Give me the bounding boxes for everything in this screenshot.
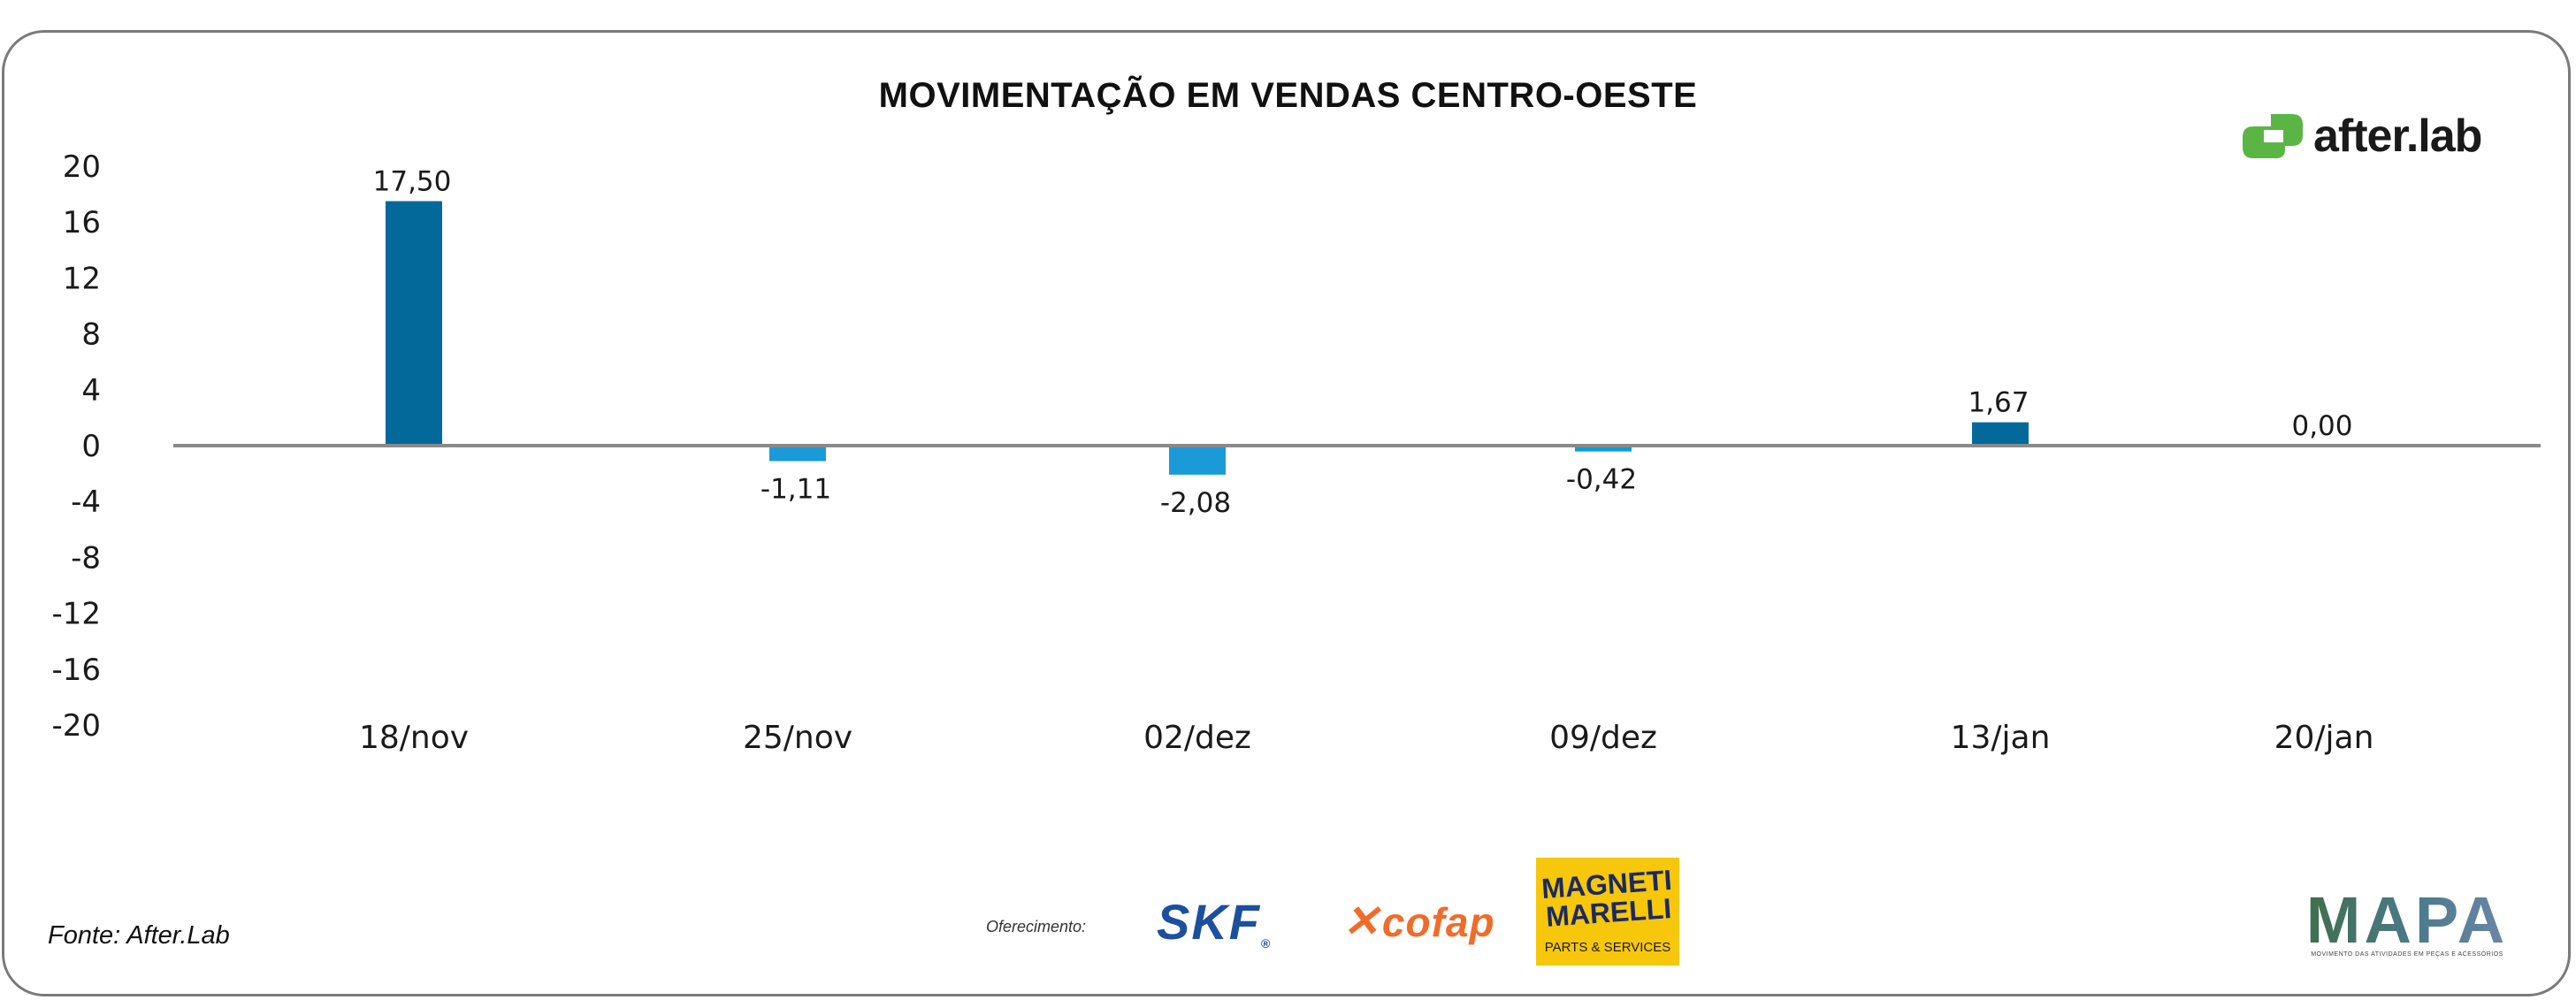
cofap-x-icon: ✕ — [1342, 897, 1380, 946]
magneti-marelli-logo-text: MAGNETI MARELLI — [1540, 863, 1673, 933]
data-label: -1,11 — [761, 474, 831, 506]
magneti-marelli-logo: MAGNETI MARELLI PARTS & SERVICES — [1536, 858, 1679, 966]
bar — [1575, 446, 1632, 452]
data-label: -0,42 — [1566, 464, 1637, 496]
y-tick-label: -4 — [71, 485, 101, 520]
x-tick-label: 18/nov — [359, 720, 469, 756]
skf-logo-text: SKF — [1157, 894, 1261, 950]
x-tick-label: 09/dez — [1549, 720, 1657, 756]
cofap-logo-text: cofap — [1381, 899, 1495, 945]
y-tick-label: -8 — [71, 540, 101, 576]
x-tick-label: 13/jan — [1951, 720, 2051, 756]
registered-icon: ® — [1261, 936, 1273, 950]
chart-frame — [2, 30, 2571, 996]
afterlab-logo-text: after.lab — [2313, 111, 2482, 162]
magneti-marelli-subtitle: PARTS & SERVICES — [1544, 940, 1671, 955]
y-tick-label: -16 — [51, 653, 101, 688]
sponsor-label: Oferecimento: — [986, 918, 1087, 935]
bar — [1972, 422, 2029, 446]
y-tick-label: 12 — [63, 261, 101, 296]
mapa-subtitle: MOVIMENTO DAS ATIVIDADES EM PEÇAS E ACES… — [2311, 951, 2503, 958]
chart-title: MOVIMENTAÇÃO EM VENDAS CENTRO-OESTE — [878, 76, 1698, 115]
skf-logo: SKF® — [1157, 893, 1272, 950]
x-tick-label: 20/jan — [2274, 720, 2374, 756]
y-tick-label: -12 — [51, 597, 101, 632]
x-tick-label: 25/nov — [743, 720, 852, 756]
bar — [769, 446, 826, 462]
afterlab-mark-icon — [2243, 114, 2303, 158]
cofap-logo: ✕cofap — [1342, 896, 1495, 947]
data-label: -2,08 — [1160, 487, 1231, 519]
bar — [386, 201, 442, 446]
y-tick-label: 4 — [81, 373, 101, 408]
y-tick-label: -20 — [51, 708, 101, 744]
data-label: 1,67 — [1968, 387, 2029, 419]
afterlab-logo: after.lab — [2241, 110, 2482, 163]
data-label: 17,50 — [373, 166, 452, 198]
y-tick-label: 8 — [81, 317, 101, 353]
data-label: 0,00 — [2291, 410, 2352, 442]
bar — [1169, 446, 1226, 475]
source-note: Fonte: After.Lab — [48, 921, 230, 950]
x-tick-label: 02/dez — [1143, 720, 1251, 756]
y-tick-label: 16 — [63, 205, 101, 240]
mapa-logo-text: MAPA — [2305, 883, 2509, 957]
y-tick-label: 0 — [81, 429, 101, 464]
y-tick-label: 20 — [63, 149, 101, 185]
mapa-logo: MAPA MOVIMENTO DAS ATIVIDADES EM PEÇAS E… — [2305, 883, 2510, 958]
